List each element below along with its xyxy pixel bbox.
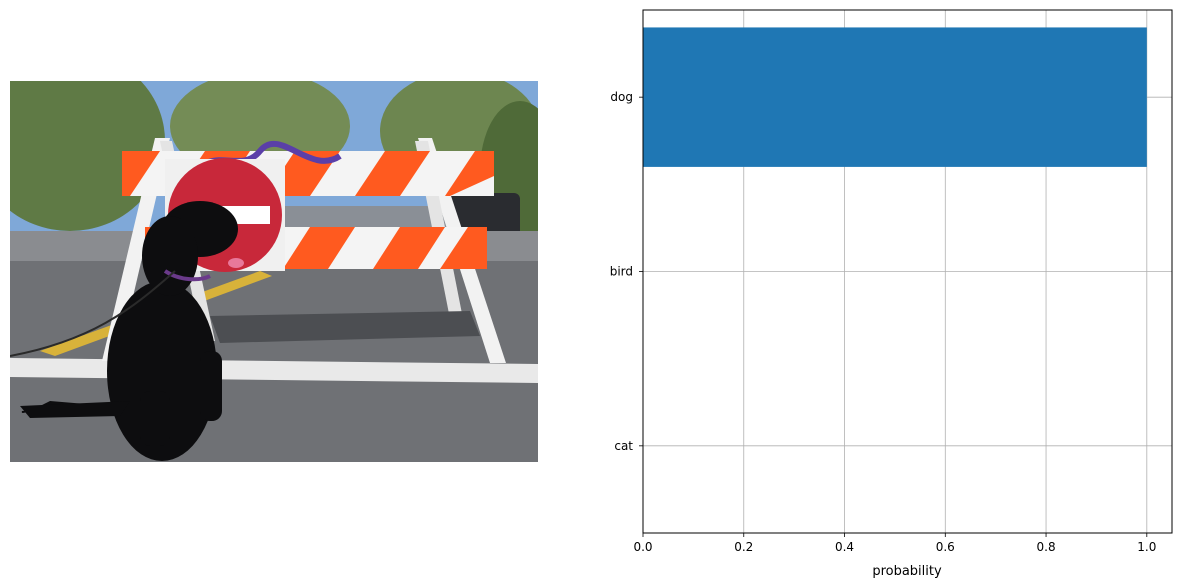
- ticks: 0.0 0.2 0.4 0.6 0.8 1.0 dog bird cat: [610, 90, 1157, 554]
- bars: [643, 27, 1147, 167]
- x-tick-label: 0.2: [734, 540, 753, 554]
- x-tick-label: 0.4: [835, 540, 854, 554]
- grid: [642, 10, 1172, 533]
- x-tick-label: 0.0: [633, 540, 652, 554]
- y-tick-label-dog: dog: [610, 90, 633, 104]
- y-tick-label-bird: bird: [610, 265, 633, 279]
- y-tick-label-cat: cat: [614, 439, 633, 453]
- x-axis-label: probability: [872, 564, 942, 579]
- x-tick-label: 0.8: [1037, 540, 1056, 554]
- x-tick-label: 1.0: [1137, 540, 1156, 554]
- bar-dog: [643, 27, 1147, 167]
- photo-dog-barricade: [10, 81, 538, 462]
- x-tick-label: 0.6: [936, 540, 955, 554]
- axes-frame: [642, 9, 1173, 534]
